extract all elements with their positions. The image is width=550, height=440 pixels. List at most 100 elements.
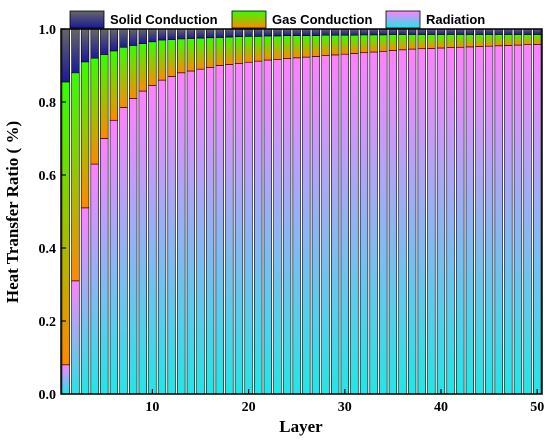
- bar-radiation-layer-30: [340, 53, 349, 395]
- bar-radiation-layer-31: [350, 53, 359, 395]
- legend-item-radiation: Radiation: [385, 10, 485, 29]
- bar-gas-conduction-layer-43: [465, 34, 474, 48]
- legend: Solid Conduction Gas Conduction Radiation: [69, 10, 485, 29]
- bar-solid-conduction-layer-14: [186, 28, 196, 39]
- bar-solid-conduction-layer-5: [100, 28, 109, 55]
- bar-radiation-layer-6: [109, 119, 119, 395]
- bar-solid-conduction-layer-35: [388, 28, 398, 35]
- legend-swatch: [69, 10, 105, 29]
- bar-radiation-layer-29: [331, 54, 340, 395]
- y-tick-label: 0.0: [39, 388, 57, 403]
- bar-gas-conduction-layer-49: [523, 34, 532, 45]
- bar-solid-conduction-layer-30: [340, 28, 349, 36]
- bar-solid-conduction-layer-15: [196, 28, 205, 39]
- bar-gas-conduction-layer-17: [215, 37, 224, 66]
- bar-radiation-layer-42: [456, 46, 465, 395]
- bar-gas-conduction-layer-40: [436, 34, 446, 49]
- bar-solid-conduction-layer-20: [244, 28, 253, 37]
- bar-solid-conduction-layer-18: [225, 28, 234, 38]
- bar-solid-conduction-layer-42: [456, 28, 465, 35]
- bar-solid-conduction-layer-48: [513, 28, 523, 35]
- bar-solid-conduction-layer-10: [148, 28, 157, 43]
- bar-solid-conduction-layer-24: [282, 28, 292, 36]
- bar-solid-conduction-layer-47: [504, 28, 513, 35]
- bar-gas-conduction-layer-44: [475, 34, 484, 47]
- bar-gas-conduction-layer-11: [157, 39, 167, 81]
- bar-solid-conduction-layer-39: [427, 28, 436, 35]
- bar-radiation-layer-2: [71, 280, 80, 395]
- bar-radiation-layer-43: [465, 46, 474, 395]
- bar-solid-conduction-layer-37: [407, 28, 417, 35]
- bar-gas-conduction-layer-29: [331, 34, 340, 56]
- legend-swatch: [231, 10, 267, 29]
- bar-gas-conduction-layer-4: [90, 57, 99, 165]
- bar-radiation-layer-10: [148, 85, 157, 395]
- bar-gas-conduction-layer-21: [254, 35, 263, 62]
- bar-solid-conduction-layer-29: [331, 28, 340, 36]
- bar-radiation-layer-39: [427, 48, 436, 395]
- bar-gas-conduction-layer-35: [388, 34, 398, 51]
- bar-solid-conduction-layer-6: [109, 28, 119, 52]
- bar-gas-conduction-layer-5: [100, 54, 109, 139]
- legend-label: Radiation: [426, 12, 485, 27]
- bar-gas-conduction-layer-34: [379, 34, 388, 52]
- bar-solid-conduction-layer-17: [215, 28, 224, 38]
- bar-solid-conduction-layer-8: [129, 28, 138, 46]
- bars: [61, 28, 542, 395]
- bar-gas-conduction-layer-20: [244, 35, 253, 63]
- legend-item-gas-conduction: Gas Conduction: [231, 10, 372, 29]
- bar-solid-conduction-layer-31: [350, 28, 359, 36]
- y-axis-title: Heat Transfer Ratio ( %): [3, 121, 22, 303]
- bar-radiation-layer-36: [398, 49, 407, 395]
- bar-gas-conduction-layer-37: [407, 34, 417, 50]
- bar-gas-conduction-layer-24: [282, 35, 292, 59]
- bar-radiation-layer-13: [177, 72, 186, 395]
- bar-radiation-layer-34: [379, 50, 388, 395]
- bar-radiation-layer-22: [263, 59, 272, 395]
- bar-solid-conduction-layer-2: [71, 28, 80, 74]
- bar-gas-conduction-layer-30: [340, 34, 349, 55]
- bar-radiation-layer-44: [475, 46, 484, 395]
- x-tick-label: 30: [338, 400, 352, 415]
- legend-label: Solid Conduction: [110, 12, 218, 27]
- bar-radiation-layer-3: [80, 207, 90, 395]
- bar-gas-conduction-layer-18: [225, 36, 234, 65]
- legend-swatch: [385, 10, 421, 29]
- bar-radiation-layer-25: [292, 57, 301, 395]
- bar-radiation-layer-48: [513, 44, 523, 395]
- bar-gas-conduction-layer-15: [196, 37, 205, 70]
- bar-solid-conduction-layer-43: [465, 28, 474, 35]
- bar-radiation-layer-50: [533, 44, 542, 395]
- bar-radiation-layer-4: [90, 163, 99, 395]
- bar-radiation-layer-35: [388, 50, 398, 395]
- bar-gas-conduction-layer-12: [167, 39, 176, 77]
- bar-solid-conduction-layer-19: [234, 28, 244, 37]
- bar-gas-conduction-layer-42: [456, 34, 465, 48]
- bar-gas-conduction-layer-38: [417, 34, 426, 50]
- bar-solid-conduction-layer-12: [167, 28, 176, 40]
- bar-radiation-layer-18: [225, 64, 234, 395]
- bar-gas-conduction-layer-23: [273, 35, 282, 60]
- x-tick-label: 20: [242, 400, 256, 415]
- bar-gas-conduction-layer-45: [484, 34, 494, 47]
- bar-radiation-layer-46: [494, 45, 503, 395]
- bar-gas-conduction-layer-31: [350, 34, 359, 54]
- bar-solid-conduction-layer-28: [321, 28, 330, 36]
- bar-radiation-layer-12: [167, 76, 176, 395]
- bar-solid-conduction-layer-45: [484, 28, 494, 35]
- bar-gas-conduction-layer-8: [129, 45, 138, 99]
- bar-solid-conduction-layer-50: [533, 28, 542, 35]
- x-tick-label: 50: [530, 400, 544, 415]
- bar-solid-conduction-layer-36: [398, 28, 407, 35]
- bar-radiation-layer-41: [446, 47, 455, 395]
- bar-radiation-layer-7: [119, 107, 128, 395]
- bar-radiation-layer-19: [234, 63, 244, 395]
- x-axis-title: Layer: [279, 417, 323, 436]
- bar-gas-conduction-layer-2: [71, 72, 80, 282]
- bar-solid-conduction-layer-7: [119, 28, 128, 48]
- bar-gas-conduction-layer-1: [61, 81, 70, 366]
- bar-gas-conduction-layer-6: [109, 50, 119, 121]
- bar-solid-conduction-layer-44: [475, 28, 484, 35]
- y-tick-label: 0.8: [39, 96, 57, 111]
